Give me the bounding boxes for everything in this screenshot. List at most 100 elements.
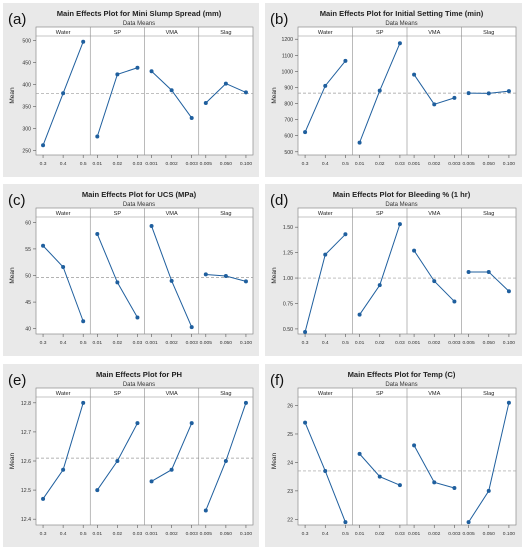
x-tick-label: 0.01 <box>355 161 365 167</box>
data-point <box>149 479 154 484</box>
x-tick-label: 0.02 <box>113 340 123 346</box>
chart-title: Main Effects Plot for Bleeding % (1 hr) <box>333 190 471 199</box>
x-tick-label: 0.003 <box>186 531 199 537</box>
x-tick-label: 0.050 <box>220 340 233 346</box>
chart-subtitle: Data Means <box>385 382 417 388</box>
chart-subtitle: Data Means <box>123 202 155 208</box>
x-tick-label: 0.02 <box>375 340 385 346</box>
x-tick-label: 0.5 <box>342 161 349 167</box>
x-tick-label: 0.003 <box>186 161 199 167</box>
y-axis-label: Mean <box>271 87 278 104</box>
chart-panel-f: (f) Main Effects Plot for Temp (C) Data Me… <box>265 364 522 547</box>
x-tick-label: 0.4 <box>322 340 329 346</box>
data-point <box>323 252 328 257</box>
facet-label-sp: SP <box>114 391 122 397</box>
x-tick-label: 0.100 <box>503 161 516 167</box>
data-point <box>169 278 174 283</box>
x-tick-label: 0.01 <box>93 340 103 346</box>
data-point <box>223 81 228 86</box>
data-point <box>377 88 382 93</box>
x-tick-label: 0.001 <box>145 340 158 346</box>
data-point <box>243 400 248 405</box>
data-point <box>506 89 511 94</box>
x-tick-label: 0.01 <box>93 531 103 537</box>
data-point <box>323 83 328 88</box>
data-point <box>343 232 348 237</box>
chart-subtitle: Data Means <box>385 21 417 27</box>
y-tick-label: 1.25 <box>283 251 293 257</box>
x-tick-label: 0.03 <box>133 531 143 537</box>
x-tick-label: 0.002 <box>166 161 179 167</box>
y-tick-label: 1.00 <box>283 276 293 282</box>
y-tick-label: 400 <box>22 82 31 88</box>
x-tick-label: 0.001 <box>145 161 158 167</box>
data-point <box>41 243 46 248</box>
x-tick-label: 0.005 <box>200 340 213 346</box>
x-tick-label: 0.001 <box>145 531 158 537</box>
y-tick-label: 12.4 <box>21 517 31 523</box>
facet-label-sp: SP <box>376 391 384 397</box>
x-tick-label: 0.001 <box>408 340 421 346</box>
x-tick-label: 0.005 <box>200 161 213 167</box>
data-point <box>135 315 140 320</box>
y-tick-label: 12.5 <box>21 488 31 494</box>
x-tick-label: 0.03 <box>133 161 143 167</box>
x-tick-label: 0.3 <box>40 340 47 346</box>
x-tick-label: 0.3 <box>302 531 309 537</box>
data-point <box>115 72 120 77</box>
facet-label-vma: VMA <box>166 211 178 217</box>
facet-label-sp: SP <box>376 30 384 36</box>
y-tick-label: 1000 <box>281 69 293 75</box>
y-tick-label: 12.7 <box>21 430 31 436</box>
data-point <box>412 443 417 448</box>
data-point <box>343 58 348 63</box>
data-point <box>303 329 308 334</box>
x-tick-label: 0.002 <box>428 161 441 167</box>
chart-title: Main Effects Plot for PH <box>96 370 182 379</box>
x-tick-label: 0.005 <box>462 161 475 167</box>
x-tick-label: 0.002 <box>166 531 179 537</box>
panel-label: (e) <box>8 372 26 389</box>
x-tick-label: 0.050 <box>483 340 496 346</box>
y-tick-label: 45 <box>25 300 31 306</box>
y-tick-label: 450 <box>22 60 31 66</box>
data-point <box>81 400 86 405</box>
x-tick-label: 0.005 <box>462 531 475 537</box>
x-tick-label: 0.03 <box>395 531 405 537</box>
x-tick-label: 0.5 <box>80 161 87 167</box>
y-tick-label: 350 <box>22 105 31 111</box>
data-point <box>243 279 248 284</box>
data-point <box>357 451 362 456</box>
data-point <box>432 279 437 284</box>
y-axis-label: Mean <box>9 267 16 284</box>
x-tick-label: 0.01 <box>355 340 365 346</box>
data-point <box>135 421 140 426</box>
facet-label-water: Water <box>318 391 333 397</box>
y-tick-label: 12.8 <box>21 401 31 407</box>
x-tick-label: 0.3 <box>302 161 309 167</box>
x-tick-label: 0.01 <box>355 531 365 537</box>
data-point <box>466 520 471 525</box>
x-tick-label: 0.050 <box>483 161 496 167</box>
data-point <box>357 312 362 317</box>
data-point <box>223 459 228 463</box>
data-point <box>506 400 511 405</box>
y-tick-label: 23 <box>287 489 293 495</box>
x-tick-label: 0.01 <box>93 161 103 167</box>
chart-title: Main Effects Plot for Temp (C) <box>348 370 456 379</box>
data-point <box>115 280 120 285</box>
y-tick-label: 700 <box>284 118 293 124</box>
panel-label: (b) <box>270 11 288 28</box>
data-point <box>506 289 511 294</box>
data-point <box>432 480 437 485</box>
data-point <box>486 91 491 96</box>
x-tick-label: 0.02 <box>113 531 123 537</box>
data-point <box>169 88 174 93</box>
data-point <box>303 130 308 135</box>
chart-subtitle: Data Means <box>385 202 417 208</box>
y-tick-label: 24 <box>287 460 293 466</box>
data-point <box>412 248 417 253</box>
facet-label-vma: VMA <box>166 391 178 397</box>
